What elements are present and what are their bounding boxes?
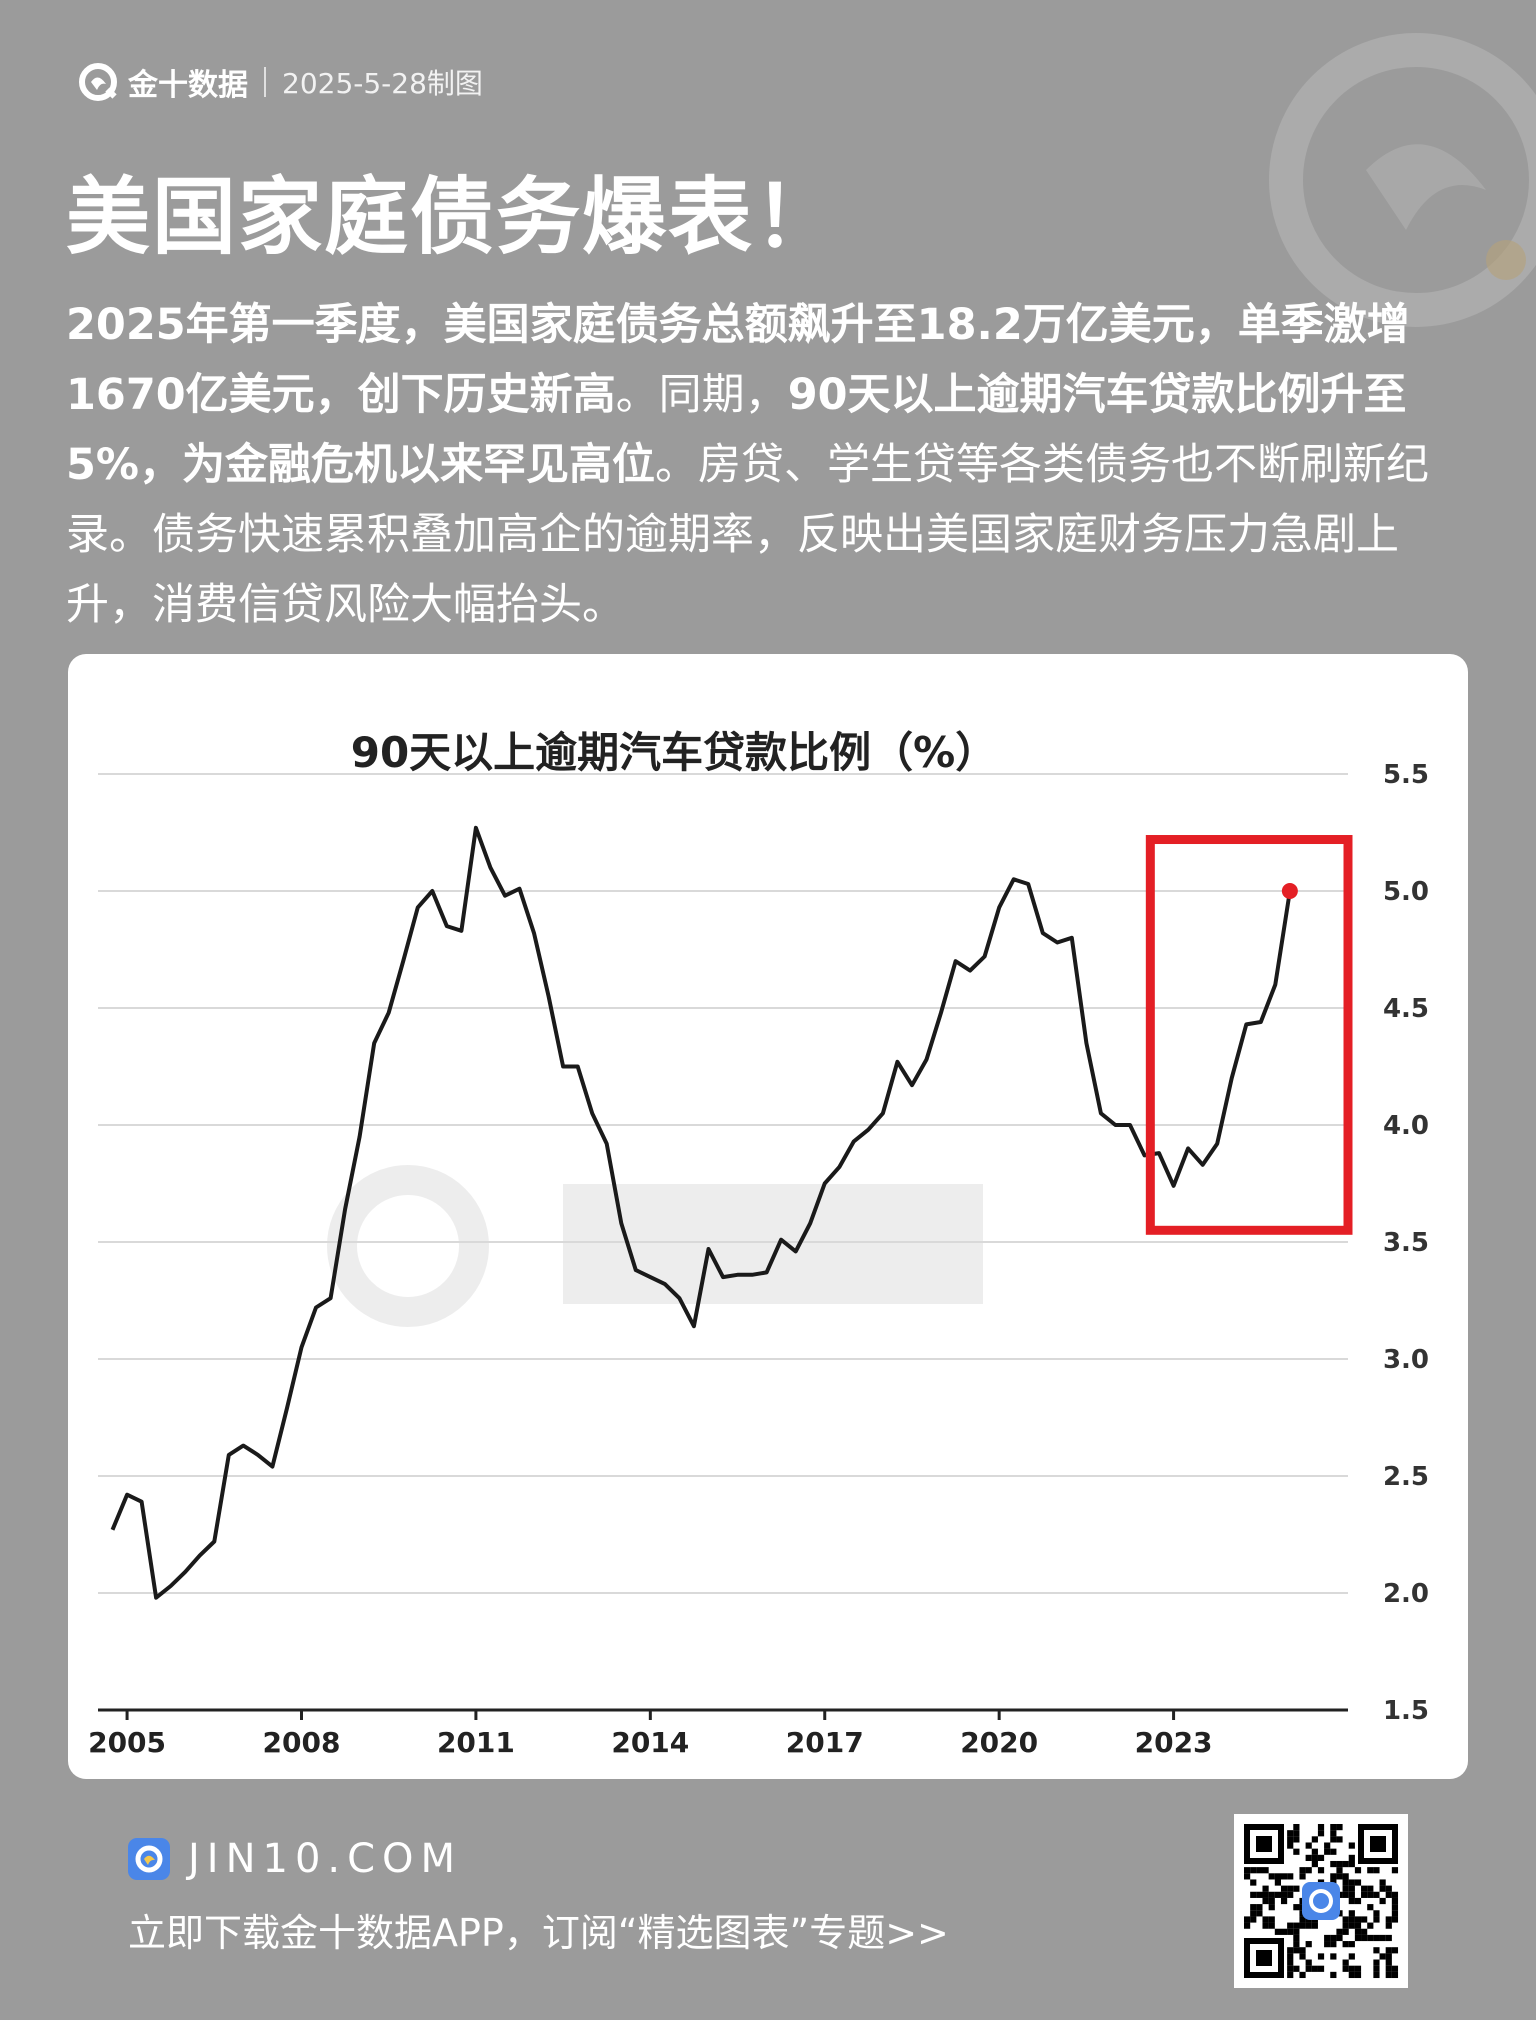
x-axis: 2005 2008 2011 2014 2017 2020 2023 (88, 1708, 1348, 1759)
footer-brand: JIN10.COM (128, 1836, 462, 1882)
x-tick-label: 2017 (786, 1726, 864, 1759)
brand: 金十数据 (76, 60, 248, 104)
summary-bold-2: 90天以上逾期汽车贷款比例升至5%，为金融危机以来罕见高位 (66, 370, 1407, 490)
y-tick-label: 2.5 (1383, 1462, 1429, 1492)
chart-card: 1.5 2.0 2.5 3.0 3.5 4.0 4.5 5.0 5.5 2005 2008 2011… (68, 654, 1468, 1779)
y-tick-label: 1.5 (1383, 1696, 1429, 1726)
highlight-group (1145, 835, 1353, 1235)
series-lines (110, 825, 1292, 1600)
chart-watermark (327, 1165, 983, 1327)
qr-center-logo-icon (1302, 1882, 1340, 1920)
x-tick-label: 2008 (263, 1726, 341, 1759)
summary-plain-1: 。同期， (615, 370, 788, 420)
x-tick-label: 2014 (611, 1726, 689, 1759)
y-axis-ticks: 1.5 2.0 2.5 3.0 3.5 4.0 4.5 5.0 5.5 (1383, 760, 1429, 1726)
jin10-app-icon (128, 1838, 170, 1880)
x-tick-label: 2005 (88, 1726, 166, 1759)
y-tick-label: 3.5 (1383, 1228, 1429, 1258)
qr-code[interactable] (1234, 1814, 1408, 1988)
summary-bold-1: 2025年第一季度，美国家庭债务总额飙升至18.2万亿美元，单季激增1670亿美… (66, 300, 1410, 420)
y-tick-label: 3.0 (1383, 1345, 1429, 1375)
y-tick-label: 2.0 (1383, 1579, 1429, 1609)
series-line (110, 825, 1292, 1600)
y-tick-label: 5.0 (1383, 877, 1429, 907)
header-date: 2025-5-28制图 (282, 67, 483, 100)
y-tick-label: 4.0 (1383, 1111, 1429, 1141)
end-point-marker (1281, 883, 1298, 899)
y-tick-label: 5.5 (1383, 760, 1429, 790)
line-chart: 1.5 2.0 2.5 3.0 3.5 4.0 4.5 5.0 5.5 2005 2008 2011… (88, 728, 1429, 1759)
x-tick-label: 2023 (1135, 1726, 1213, 1759)
chart-title: 90天以上逾期汽车贷款比例（%） (351, 728, 998, 777)
jin10-logo-icon (79, 63, 117, 101)
summary-text: 2025年第一季度，美国家庭债务总额飙升至18.2万亿美元，单季激增1670亿美… (66, 290, 1470, 640)
highlight-box (1145, 835, 1353, 1235)
download-cta-text[interactable]: 立即下载金十数据APP，订阅“精选图表”专题>> (128, 1911, 949, 1955)
header-divider (264, 67, 266, 97)
grid-lines (98, 773, 1348, 1594)
page-title: 美国家庭债务爆表！ (66, 168, 841, 266)
y-tick-label: 4.5 (1383, 994, 1429, 1024)
header-bar: 金十数据 2025-5-28制图 (76, 60, 483, 104)
summary-plain-2: 。房贷、学生贷等各类债务也不断刷新纪录。债务快速累积叠加高企的逾期率，反映出美国… (66, 440, 1430, 630)
brand-name: 金十数据 (128, 68, 248, 103)
x-tick-label: 2011 (437, 1726, 515, 1759)
background-logo-watermark (1269, 33, 1536, 327)
site-url[interactable]: JIN10.COM (188, 1836, 463, 1882)
x-tick-label: 2020 (960, 1726, 1038, 1759)
